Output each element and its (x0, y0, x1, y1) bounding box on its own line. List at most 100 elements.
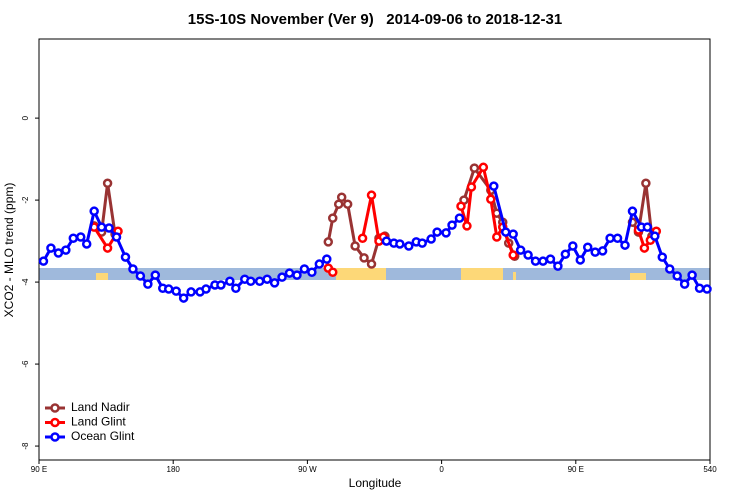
point (359, 253, 369, 263)
chart-title: 15S-10S November (Ver 9) 2014-09-06 to 2… (188, 11, 562, 28)
point (466, 182, 477, 192)
point (500, 227, 511, 237)
point (545, 254, 556, 264)
legend-label: Land Nadir (71, 400, 130, 414)
point (201, 284, 211, 294)
point (111, 232, 122, 242)
point (657, 252, 668, 262)
point (553, 261, 563, 271)
point (245, 276, 256, 287)
legend-marker (50, 432, 60, 442)
point (672, 271, 682, 281)
point (489, 181, 499, 191)
point (664, 264, 675, 274)
point (508, 250, 518, 260)
point (81, 239, 92, 249)
point (254, 276, 265, 287)
y-tick-label: -2 (21, 196, 30, 204)
x-tick-label: 90 W (298, 465, 317, 474)
y-tick-label: 0 (21, 115, 30, 120)
point (620, 240, 630, 250)
point (366, 259, 377, 269)
point (366, 190, 377, 200)
point (262, 274, 272, 284)
point (350, 241, 360, 251)
point (277, 272, 287, 282)
point (231, 283, 241, 293)
point (46, 243, 56, 253)
point (469, 163, 480, 173)
legend-marker (50, 403, 60, 413)
x-tick-label: 90 E (31, 465, 47, 474)
point (186, 287, 196, 297)
point (327, 213, 338, 223)
x-tick-label: 0 (439, 465, 444, 474)
point (322, 254, 332, 264)
point (508, 229, 518, 239)
point (307, 267, 317, 278)
point (225, 276, 235, 287)
point (441, 228, 451, 238)
point (327, 267, 338, 278)
point (530, 256, 541, 266)
land-strip (336, 268, 386, 280)
point (478, 162, 489, 173)
point (590, 247, 600, 257)
point (641, 178, 651, 189)
point (454, 213, 465, 223)
point (687, 270, 697, 280)
point (492, 232, 502, 242)
point (336, 192, 347, 202)
point (627, 206, 638, 216)
series-line (93, 164, 654, 267)
land-ocean-strip (39, 268, 710, 280)
point (314, 259, 325, 269)
point (447, 220, 457, 230)
x-tick-label: 180 (167, 465, 181, 474)
point (143, 279, 153, 289)
land-strip (630, 273, 646, 280)
point (639, 243, 650, 253)
point (342, 199, 353, 209)
point (523, 250, 533, 260)
point (150, 270, 161, 280)
legend-label: Land Glint (71, 415, 126, 429)
point (68, 233, 79, 243)
point (104, 223, 114, 233)
point (171, 286, 181, 296)
y-tick-label: -4 (21, 278, 30, 286)
point (642, 222, 653, 232)
land-strip (461, 268, 503, 280)
point (432, 227, 442, 237)
point (515, 245, 526, 255)
point (381, 236, 392, 246)
point (216, 280, 226, 290)
point (61, 245, 71, 255)
point (650, 231, 660, 241)
point (560, 249, 571, 259)
point (395, 239, 405, 249)
point (76, 232, 86, 242)
point (538, 256, 548, 266)
point (269, 278, 280, 288)
point (102, 178, 113, 189)
point (404, 241, 414, 251)
point (38, 256, 49, 266)
point (575, 255, 586, 265)
point (178, 293, 189, 303)
point (462, 221, 472, 231)
x-axis-label: Longitude (349, 476, 402, 490)
x-tick-label: 540 (703, 465, 717, 474)
point (292, 270, 302, 280)
point (597, 246, 608, 256)
point (605, 233, 615, 243)
point (679, 279, 690, 289)
point (284, 268, 295, 278)
point (128, 264, 138, 274)
land-strip (96, 273, 108, 280)
point (694, 283, 705, 293)
point (89, 206, 99, 216)
point (323, 237, 334, 247)
point (568, 241, 578, 251)
